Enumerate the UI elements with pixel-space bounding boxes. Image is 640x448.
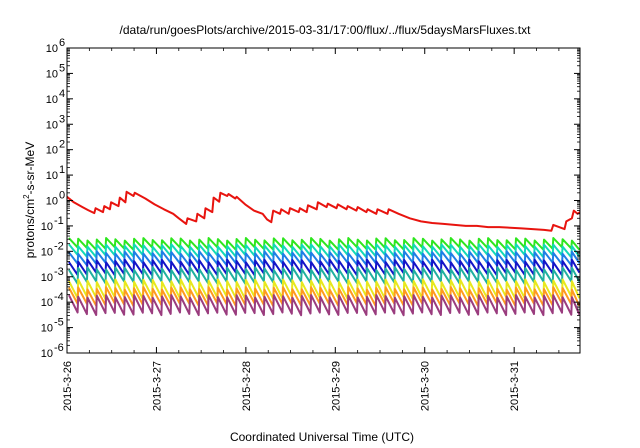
y-tick-exponent: -5: [54, 317, 64, 329]
y-tick-mantissa: 10: [46, 94, 58, 106]
y-tick-exponent: 2: [59, 139, 65, 151]
y-tick-mantissa: 10: [46, 68, 58, 80]
y-tick-mantissa: 10: [41, 323, 53, 335]
y-tick-mantissa: 10: [41, 221, 53, 233]
x-axis-label: Coordinated Universal Time (UTC): [230, 430, 414, 444]
y-tick-exponent: -3: [54, 266, 64, 278]
y-axis-label-prefix: protons/cm: [23, 199, 37, 258]
x-tick-label: 2015-3-28: [241, 361, 253, 411]
x-tick-label: 2015-3-27: [151, 361, 163, 411]
series-line: [66, 190, 581, 232]
y-tick-label: 10: [41, 297, 53, 309]
y-tick-exponent: 1: [59, 164, 65, 176]
y-tick-mantissa: 10: [46, 43, 58, 55]
y-tick-mantissa: 10: [41, 246, 53, 258]
y-tick-mantissa: 10: [46, 196, 58, 208]
series-line: [68, 266, 581, 285]
y-tick-label: 10: [41, 348, 53, 360]
y-tick-exponent: 3: [59, 113, 65, 125]
series-line: [68, 250, 581, 267]
y-axis-label: protons/cm2-s-sr-MeV: [22, 142, 37, 258]
series-line: [68, 294, 581, 317]
y-tick-exponent: -1: [54, 215, 64, 227]
y-tick-mantissa: 10: [46, 145, 58, 157]
series-line: [68, 243, 581, 259]
y-tick-exponent: 5: [59, 62, 65, 74]
series-layer: [66, 190, 581, 317]
y-axis-label-suffix: -s-sr-MeV: [23, 142, 37, 195]
y-tick-label: 10: [46, 196, 58, 208]
y-tick-exponent: 0: [59, 190, 65, 202]
y-tick-exponent: 6: [59, 37, 65, 49]
series-line: [68, 278, 581, 301]
y-tick-label: 10: [46, 145, 58, 157]
chart-title: /data/run/goesPlots/archive/2015-03-31/1…: [120, 23, 532, 37]
x-tick-label: 2015-3-26: [62, 361, 74, 411]
y-tick-exponent: -4: [54, 291, 64, 303]
series-line: [68, 258, 581, 277]
y-tick-label: 10: [46, 170, 58, 182]
x-tick-label: 2015-3-29: [330, 361, 342, 411]
y-tick-label: 10: [41, 246, 53, 258]
x-tick-label: 2015-3-30: [420, 361, 432, 411]
y-tick-mantissa: 10: [41, 348, 53, 360]
x-tick-label: 2015-3-31: [509, 361, 521, 411]
y-tick-mantissa: 10: [41, 297, 53, 309]
y-tick-exponent: -2: [54, 240, 64, 252]
y-tick-label: 10: [41, 272, 53, 284]
y-tick-exponent: -6: [54, 342, 64, 354]
y-tick-label: 10: [41, 323, 53, 335]
y-tick-mantissa: 10: [41, 272, 53, 284]
series-line: [68, 237, 581, 251]
x-axis: 2015-3-26 2015-3-27 2015-3-28 2015-3-29 2015…: [62, 48, 560, 411]
y-axis-label-superscript: 2: [22, 194, 31, 199]
y-tick-mantissa: 10: [46, 170, 58, 182]
y-tick-mantissa: 10: [46, 119, 58, 131]
y-tick-label: 10: [46, 119, 58, 131]
y-tick-label: 10: [46, 94, 58, 106]
series-line: [68, 286, 581, 307]
y-tick-label: 10: [46, 68, 58, 80]
y-tick-exponent: 4: [59, 88, 65, 100]
y-tick-label: 10: [46, 43, 58, 55]
y-tick-label: 10: [41, 221, 53, 233]
